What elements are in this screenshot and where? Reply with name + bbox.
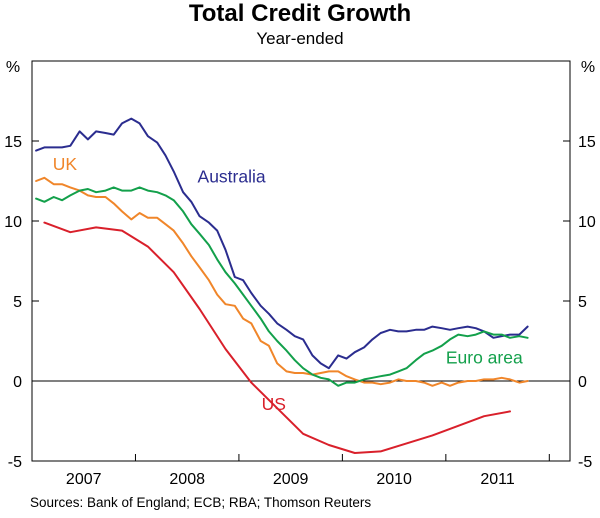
y-unit-right: % [581,59,595,76]
series-label-us: US [262,394,286,414]
chart-subtitle: Year-ended [256,29,344,48]
series-line-euro-area [35,186,529,387]
y-tick-label-right: 15 [578,134,596,151]
series-label-australia: Australia [198,167,266,187]
y-tick-label-left: 0 [13,374,22,391]
series-line-us [43,221,511,454]
x-tick-label: 2011 [480,471,515,488]
x-tick-label: 2009 [273,471,309,488]
y-tick-label-left: 10 [4,214,22,231]
x-tick-label: 2010 [376,471,412,488]
y-tick-label-right: -5 [578,454,592,471]
y-tick-label-left: -5 [8,454,22,471]
series-label-euro-area: Euro area [446,347,523,367]
plot-frame [31,60,571,462]
chart-title: Total Credit Growth [188,0,412,27]
x-tick-label: 2008 [169,471,205,488]
y-tick-label-right: 10 [578,214,596,231]
y-tick-label-left: 15 [4,134,22,151]
y-tick-label-right: 0 [578,374,587,391]
series-label-uk: UK [53,154,78,174]
line-chart: % % -5 -5 0 0 5 5 10 10 15 15 2007 2008 2009 2010 2011… [4,59,596,488]
source-note: Sources: Bank of England; ECB; RBA; Thom… [30,495,372,510]
y-tick-label-left: 5 [13,294,22,311]
y-tick-label-right: 5 [578,294,587,311]
y-unit-left: % [6,59,20,76]
series-line-uk [35,176,529,387]
series-line-australia [35,117,529,370]
x-tick-label: 2007 [66,471,102,488]
